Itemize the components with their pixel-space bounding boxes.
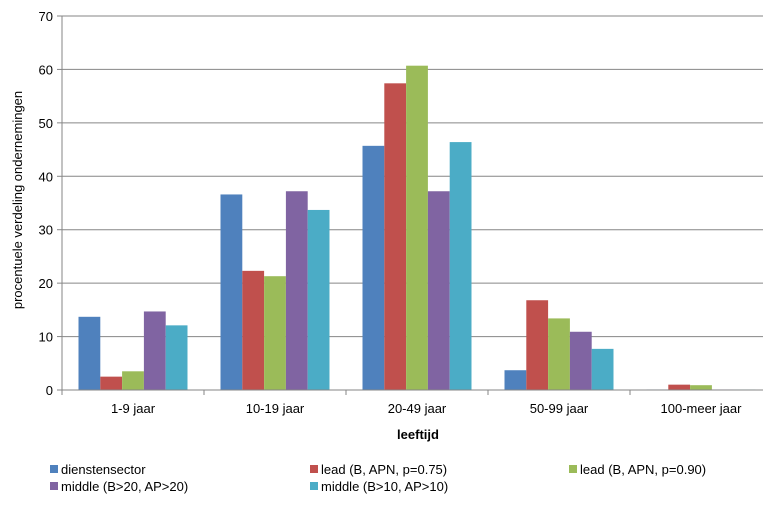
bar — [591, 348, 614, 390]
y-tick-label: 60 — [39, 62, 53, 77]
legend-item: middle (B>10, AP>10) — [310, 479, 448, 494]
bar — [427, 191, 450, 390]
legend-label: lead (B, APN, p=0.75) — [321, 462, 447, 477]
bar — [548, 318, 570, 390]
legend-label: middle (B>10, AP>10) — [321, 479, 448, 494]
bar — [307, 209, 330, 390]
legend-item: dienstensector — [50, 462, 146, 477]
bar — [384, 83, 407, 390]
bar — [122, 371, 144, 390]
bars — [78, 65, 756, 390]
bar — [242, 270, 265, 390]
x-axis-title: leeftijd — [397, 427, 439, 442]
legend-item: lead (B, APN, p=0.75) — [310, 462, 447, 477]
legend-label: lead (B, APN, p=0.90) — [580, 462, 706, 477]
bar — [504, 370, 527, 390]
legend-swatch — [50, 465, 58, 473]
x-tick-labels: 1-9 jaar 10-19 jaar 20-49 jaar 50-99 jaar 10… — [111, 401, 742, 416]
bar — [78, 316, 101, 390]
bar — [143, 311, 166, 390]
bar — [264, 276, 286, 390]
x-tick-label: 10-19 jaar — [246, 401, 305, 416]
axes — [57, 15, 763, 395]
legend-item: middle (B>20, AP>20) — [50, 479, 188, 494]
bar — [220, 194, 243, 390]
y-tick-label: 10 — [39, 330, 53, 345]
x-tick-label: 100-meer jaar — [661, 401, 743, 416]
legend-swatch — [50, 482, 58, 490]
y-axis-title: procentuele verdeling ondernemingen — [10, 91, 25, 309]
bar — [449, 142, 472, 390]
legend-item: lead (B, APN, p=0.90) — [569, 462, 706, 477]
bar — [526, 300, 549, 390]
legend-swatch — [310, 482, 318, 490]
bar — [690, 385, 712, 390]
legend-label: middle (B>20, AP>20) — [61, 479, 188, 494]
y-tick-label: 20 — [39, 276, 53, 291]
y-tick-label: 50 — [39, 116, 53, 131]
legend-label: dienstensector — [61, 462, 146, 477]
bar — [569, 331, 592, 390]
x-tick-label: 50-99 jaar — [530, 401, 589, 416]
y-tick-label: 40 — [39, 169, 53, 184]
x-tick-label: 20-49 jaar — [388, 401, 447, 416]
y-tick-labels: 0 10 20 30 40 50 60 70 — [39, 9, 53, 398]
legend: dienstensector lead (B, APN, p=0.75) lead … — [50, 462, 706, 494]
y-tick-label: 30 — [39, 223, 53, 238]
bar — [285, 191, 308, 390]
legend-swatch — [569, 465, 577, 473]
bar — [362, 145, 385, 390]
y-tick-label: 0 — [46, 383, 53, 398]
bar — [668, 384, 691, 390]
bar — [165, 325, 188, 390]
bar — [100, 376, 123, 390]
x-tick-label: 1-9 jaar — [111, 401, 156, 416]
y-tick-label: 70 — [39, 9, 53, 24]
legend-swatch — [310, 465, 318, 473]
bar — [406, 65, 428, 390]
